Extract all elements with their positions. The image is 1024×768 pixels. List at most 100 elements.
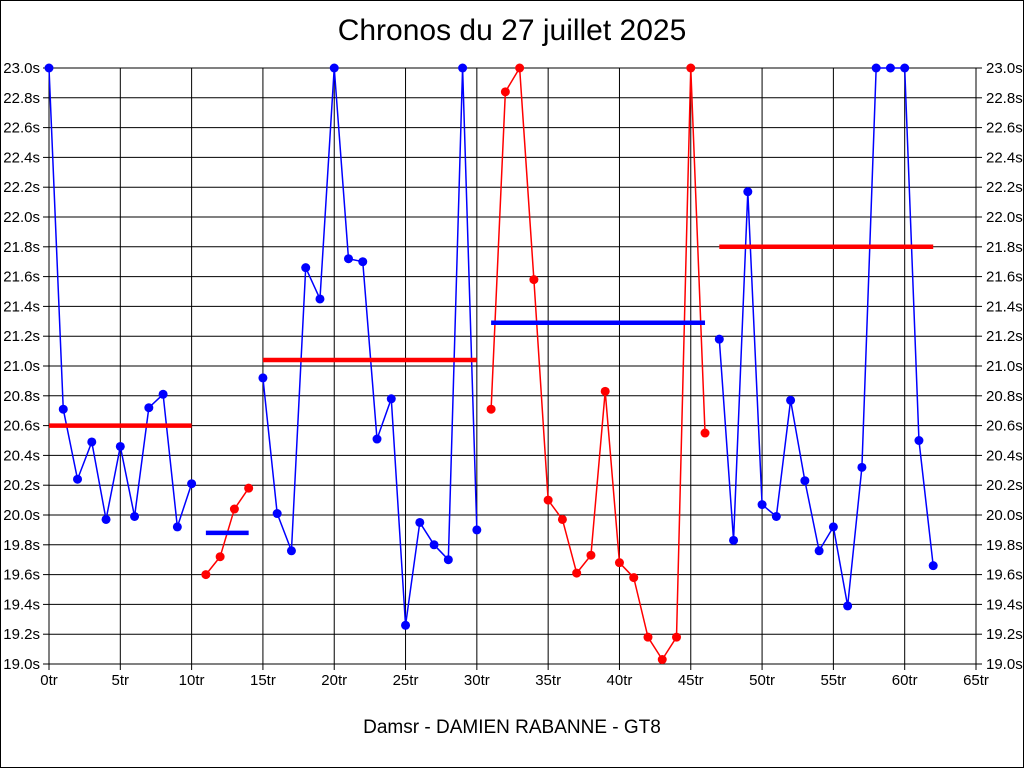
y-tick-label-left: 20.6s — [3, 418, 40, 435]
blue-laps-point — [814, 546, 824, 556]
blue-laps-point — [58, 404, 68, 414]
red-laps-point — [486, 404, 496, 414]
x-tick-label: 65tr — [963, 672, 989, 689]
y-tick-label-left: 22.4s — [3, 149, 40, 166]
blue-laps-point — [743, 187, 753, 197]
x-tick-label: 60tr — [892, 672, 918, 689]
red-laps-point — [686, 63, 696, 73]
x-tick-label: 45tr — [678, 672, 704, 689]
red-laps-point — [215, 552, 225, 562]
blue-laps-point — [315, 294, 325, 304]
blue-laps-point — [130, 511, 140, 521]
y-tick-label-left: 22.6s — [3, 120, 40, 137]
y-tick-label-right: 20.8s — [986, 388, 1023, 405]
red-laps-point — [557, 514, 567, 524]
red-laps-point — [614, 558, 624, 568]
blue-laps-point — [914, 436, 924, 445]
y-tick-label-right: 19.4s — [986, 596, 1023, 613]
y-tick-label-right: 21.6s — [986, 269, 1023, 286]
x-tick-label: 10tr — [179, 672, 205, 689]
y-tick-label-right: 23.0s — [986, 60, 1023, 77]
blue-laps-point — [144, 403, 154, 413]
red-laps-point — [700, 428, 710, 438]
blue-laps-point — [928, 561, 938, 571]
x-tick-label: 40tr — [607, 672, 633, 689]
y-tick-label-left: 21.0s — [3, 358, 40, 375]
blue-laps-point — [386, 394, 396, 404]
x-tick-label: 15tr — [250, 672, 276, 689]
y-tick-label-left: 21.2s — [3, 328, 40, 345]
blue-laps-point — [258, 373, 268, 383]
y-tick-label-right: 21.8s — [986, 239, 1023, 256]
y-tick-label-right: 21.2s — [986, 328, 1023, 345]
blue-laps-point — [158, 389, 168, 399]
x-tick-label: 0tr — [40, 672, 58, 689]
x-tick-label: 25tr — [393, 672, 419, 689]
y-tick-label-right: 21.0s — [986, 358, 1023, 375]
y-tick-label-right: 19.0s — [986, 656, 1023, 673]
red-laps-point — [657, 655, 667, 665]
blue-laps-point — [871, 63, 881, 73]
blue-laps-point — [286, 546, 296, 556]
blue-laps-point — [301, 263, 311, 273]
blue-laps-point — [729, 535, 739, 545]
red-laps-point — [529, 275, 539, 285]
y-tick-label-right: 20.4s — [986, 447, 1023, 464]
y-tick-label-right: 21.4s — [986, 298, 1023, 315]
red-laps-point — [600, 386, 610, 396]
y-tick-label-right: 20.2s — [986, 477, 1023, 494]
y-tick-label-left: 22.8s — [3, 90, 40, 107]
y-tick-label-left: 20.0s — [3, 507, 40, 524]
blue-laps-point — [73, 474, 83, 484]
red-laps-point — [672, 632, 682, 642]
blue-laps-point — [415, 517, 425, 527]
blue-laps-point — [187, 479, 197, 489]
blue-laps-point — [44, 63, 54, 73]
blue-laps-point — [429, 540, 439, 550]
y-tick-label-right: 19.6s — [986, 567, 1023, 584]
blue-laps-point — [800, 476, 810, 486]
y-tick-label-right: 20.6s — [986, 418, 1023, 435]
y-tick-label-right: 19.8s — [986, 537, 1023, 554]
blue-laps-point — [786, 395, 796, 405]
chart-title: Chronos du 27 juillet 2025 — [337, 14, 687, 47]
blue-laps-point — [329, 63, 339, 73]
blue-laps-point — [443, 555, 453, 565]
blue-laps-point — [343, 254, 353, 264]
blue-laps-point — [172, 522, 182, 532]
red-laps-point — [572, 568, 582, 578]
blue-laps-point — [771, 511, 781, 521]
y-tick-label-left: 20.4s — [3, 447, 40, 464]
blue-laps-point — [828, 522, 838, 532]
blue-laps-line — [262, 67, 478, 627]
blue-laps-point — [115, 441, 125, 451]
x-tick-label: 55tr — [820, 672, 846, 689]
blue-laps-point — [458, 63, 468, 73]
y-tick-label-left: 20.2s — [3, 477, 40, 494]
x-tick-label: 20tr — [321, 672, 347, 689]
blue-laps-point — [714, 334, 724, 344]
y-tick-label-left: 19.4s — [3, 596, 40, 613]
red-laps-point — [500, 87, 510, 97]
y-tick-label-left: 21.6s — [3, 269, 40, 286]
blue-laps-point — [885, 63, 895, 73]
y-tick-label-left: 19.2s — [3, 626, 40, 643]
blue-laps-point — [857, 462, 867, 472]
y-tick-label-right: 22.0s — [986, 209, 1023, 226]
y-tick-label-right: 22.2s — [986, 179, 1023, 196]
y-tick-label-left: 19.8s — [3, 537, 40, 554]
red-laps-point — [543, 495, 553, 505]
blue-laps-point — [401, 620, 411, 630]
y-tick-label-left: 19.0s — [3, 656, 40, 673]
red-laps-point — [586, 550, 596, 560]
red-laps-point — [515, 63, 525, 73]
y-tick-label-right: 22.8s — [986, 90, 1023, 107]
y-tick-label-left: 19.6s — [3, 567, 40, 584]
y-tick-label-right: 19.2s — [986, 626, 1023, 643]
blue-laps-point — [472, 525, 482, 535]
red-laps-point — [643, 632, 653, 642]
blue-laps-line — [718, 67, 934, 607]
y-tick-label-left: 20.8s — [3, 388, 40, 405]
